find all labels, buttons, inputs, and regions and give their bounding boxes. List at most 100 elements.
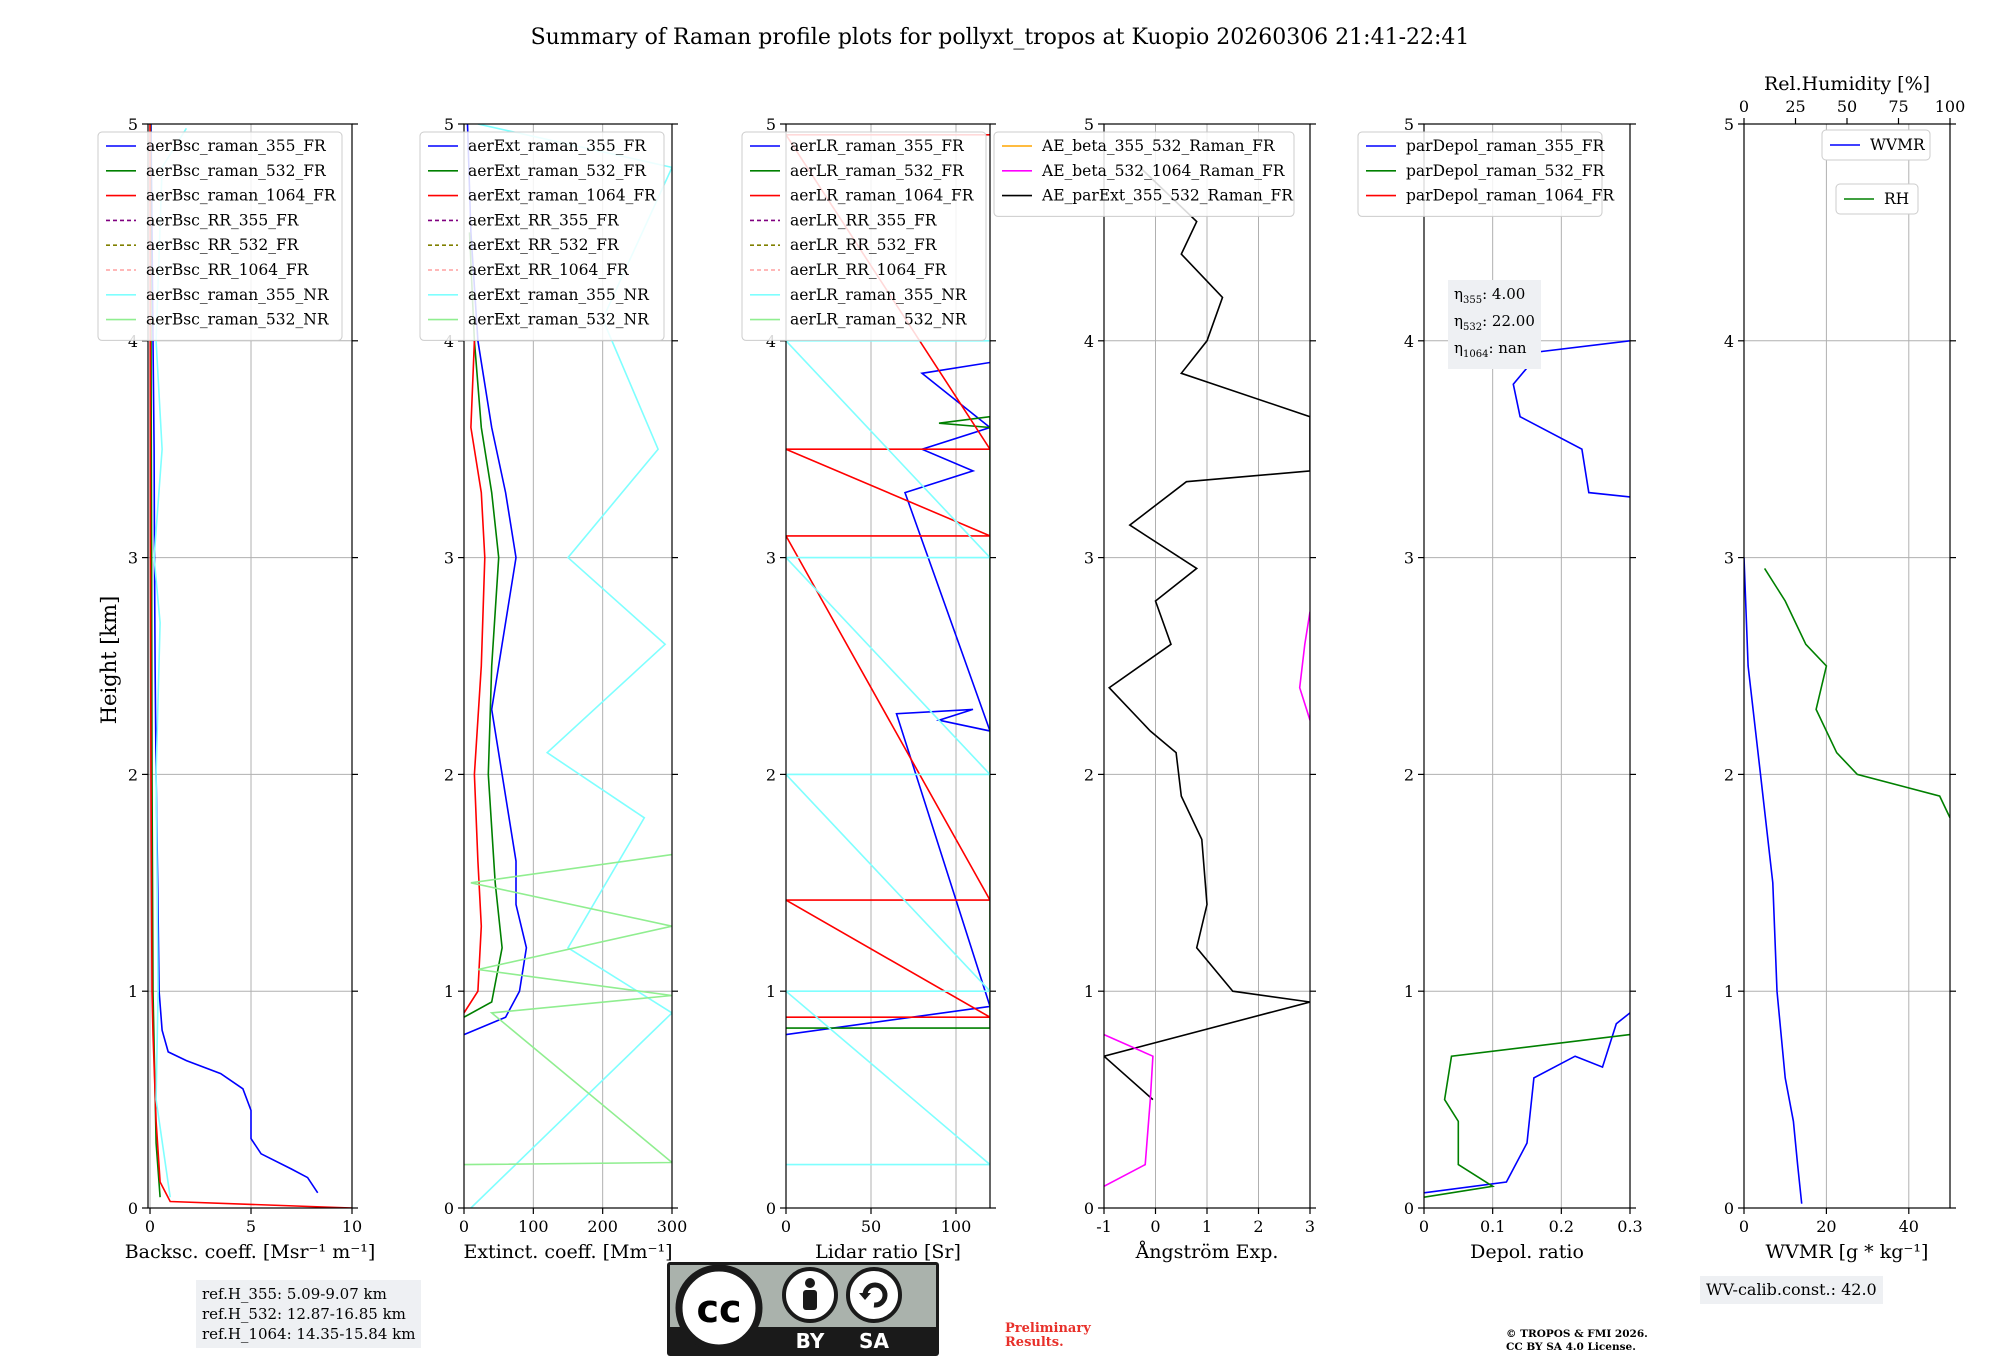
- x-axis-label: Depol. ratio: [1470, 1241, 1584, 1263]
- y-tick-label: 4: [128, 332, 138, 351]
- preliminary-line-1: Preliminary: [1005, 1321, 1091, 1336]
- y-tick-label: 4: [1404, 332, 1414, 351]
- y-tick-label: 1: [1724, 982, 1734, 1001]
- axes-frame: [147, 123, 353, 1209]
- legend-label: aerBsc_raman_355_FR: [146, 137, 327, 155]
- y-tick-label: 5: [1084, 115, 1094, 134]
- x-tick-label: 2: [1253, 1217, 1263, 1236]
- y-tick-label: 1: [1404, 982, 1414, 1001]
- top-tick-label: 0: [1739, 97, 1749, 116]
- series-group: [1104, 166, 1310, 1188]
- series-parDepol_raman_532_FR: [1424, 1033, 1630, 1198]
- y-tick-label: 2: [766, 765, 776, 784]
- x-tick-label: 10: [342, 1217, 362, 1236]
- legend-label: aerBsc_raman_532_FR: [146, 162, 327, 180]
- y-tick-label: 5: [1724, 115, 1734, 134]
- legend-label: parDepol_raman_355_FR: [1406, 137, 1606, 155]
- panel-lidar_ratio: 0 50 100 0 1 2 3 4 5 Lidar ratio [Sr] aerLR_raman_…: [741, 115, 996, 1263]
- top-tick-label: 50: [1837, 97, 1857, 116]
- x-tick-label: 0.2: [1549, 1217, 1574, 1236]
- y-tick-label: 0: [128, 1199, 138, 1218]
- y-tick-label: 1: [766, 982, 776, 1001]
- x-tick-label: 50: [861, 1217, 881, 1236]
- x-tick-label: 0: [1419, 1217, 1429, 1236]
- legend-label: aerLR_raman_355_NR: [790, 286, 968, 304]
- x-tick-label: 40: [1899, 1217, 1919, 1236]
- x-axis-label: Lidar ratio [Sr]: [815, 1241, 961, 1263]
- legend-label: aerBsc_raman_355_NR: [146, 286, 330, 304]
- top-tick-label: 75: [1888, 97, 1908, 116]
- x-tick-label: 20: [1816, 1217, 1836, 1236]
- eta-1064: η1064: nan: [1454, 339, 1527, 360]
- legend-label: AE_beta_532_1064_Raman_FR: [1041, 162, 1286, 180]
- x-tick-label: 0: [145, 1217, 155, 1236]
- legend-label: parDepol_raman_532_FR: [1406, 162, 1606, 180]
- axes-frame: [785, 123, 991, 1209]
- y-tick-label: 0: [766, 1199, 776, 1218]
- series-aerExt_raman_532_FR: [464, 232, 503, 1018]
- legend-label: aerExt_raman_355_NR: [468, 286, 650, 304]
- sa-share-icon: [846, 1267, 902, 1323]
- series-aerBsc_raman_355_FR: [150, 124, 319, 1194]
- by-label: BY: [796, 1329, 825, 1353]
- x-tick-label: 0.3: [1617, 1217, 1642, 1236]
- series-aerLR_raman_532_FR: [786, 415, 990, 1029]
- top-tick-label: 25: [1785, 97, 1805, 116]
- cc-license-badge[interactable]: cc BY SA: [667, 1262, 939, 1356]
- x-axis-label: Ångström Exp.: [1135, 1241, 1279, 1263]
- top-axis-label: Rel.Humidity [%]: [1764, 73, 1930, 95]
- legend-label: AE_parExt_355_532_Raman_FR: [1041, 187, 1294, 205]
- legend-label: aerLR_raman_532_NR: [790, 311, 968, 329]
- cc-circle-icon: [675, 1264, 763, 1352]
- top-tick-label: 100: [1935, 97, 1966, 116]
- legend-box: [1835, 183, 1919, 215]
- x-tick-label: 100: [941, 1217, 972, 1236]
- panel-wvmr: 0 20 40 0 1 2 3 4 5 WVMR [g * kg⁻¹] 0 25 50 75 100 Rel.…: [1724, 73, 1965, 1263]
- legend-label: WVMR: [1870, 136, 1926, 154]
- legend-label: aerExt_raman_532_NR: [468, 311, 650, 329]
- eta-532: η532: 22.00: [1454, 312, 1535, 333]
- x-tick-label: 0.1: [1480, 1217, 1505, 1236]
- y-tick-label: 3: [128, 549, 138, 568]
- x-axis-label: Extinct. coeff. [Mm⁻¹]: [463, 1241, 672, 1263]
- y-tick-label: 3: [1084, 549, 1094, 568]
- preliminary-line-2: Results.: [1005, 1335, 1064, 1350]
- y-tick-label: 2: [128, 765, 138, 784]
- legend: aerBsc_raman_355_FR aerBsc_raman_532_FRae…: [97, 131, 343, 341]
- legend-box: [1821, 129, 1931, 161]
- preliminary-note: Preliminary Results.: [1005, 1322, 1091, 1350]
- series-group: [786, 134, 990, 1166]
- legend-label: aerExt_RR_1064_FR: [468, 261, 630, 279]
- legend: aerLR_raman_355_FR aerLR_raman_532_FR aerL…: [741, 131, 987, 341]
- y-tick-label: 4: [444, 332, 454, 351]
- y-tick-label: 5: [444, 115, 454, 134]
- series-AE_parExt_355_532_Raman_FR: [1104, 166, 1310, 1101]
- y-axis-label: Height [km]: [97, 596, 121, 725]
- x-tick-label: 300: [657, 1217, 688, 1236]
- copyright-line-2: CC BY SA 4.0 License.: [1506, 1341, 1636, 1353]
- legend-label: aerBsc_raman_532_NR: [146, 311, 330, 329]
- y-tick-label: 3: [444, 549, 454, 568]
- y-tick-label: 1: [1084, 982, 1094, 1001]
- y-tick-label: 5: [128, 115, 138, 134]
- ref-height-box: ref.H_355: 5.09-9.07 km ref.H_532: 12.87…: [196, 1280, 422, 1348]
- axes-frame: [463, 123, 673, 1209]
- legend-label: aerExt_raman_1064_FR: [468, 187, 657, 205]
- ref-height-532: ref.H_532: 12.87-16.85 km: [202, 1305, 406, 1323]
- series-parDepol_raman_355_FR: [1424, 1012, 1630, 1194]
- x-tick-label: 0: [781, 1217, 791, 1236]
- series-aerExt_raman_1064_FR: [464, 340, 486, 1014]
- x-tick-label: 0: [459, 1217, 469, 1236]
- y-tick-label: 0: [1084, 1199, 1094, 1218]
- x-tick-label: 3: [1305, 1217, 1315, 1236]
- copyright-note: © TROPOS & FMI 2026. CC BY SA 4.0 Licens…: [1506, 1328, 1648, 1354]
- y-tick-label: 4: [1084, 332, 1094, 351]
- legend-label: aerBsc_RR_1064_FR: [146, 261, 310, 279]
- y-tick-label: 2: [444, 765, 454, 784]
- legend-box: [419, 131, 665, 341]
- legend: parDepol_raman_355_FR parDepol_raman_532_…: [1357, 131, 1615, 217]
- legend-box: [97, 131, 343, 341]
- series-WVMR: [1744, 557, 1803, 1204]
- y-tick-label: 3: [1404, 549, 1414, 568]
